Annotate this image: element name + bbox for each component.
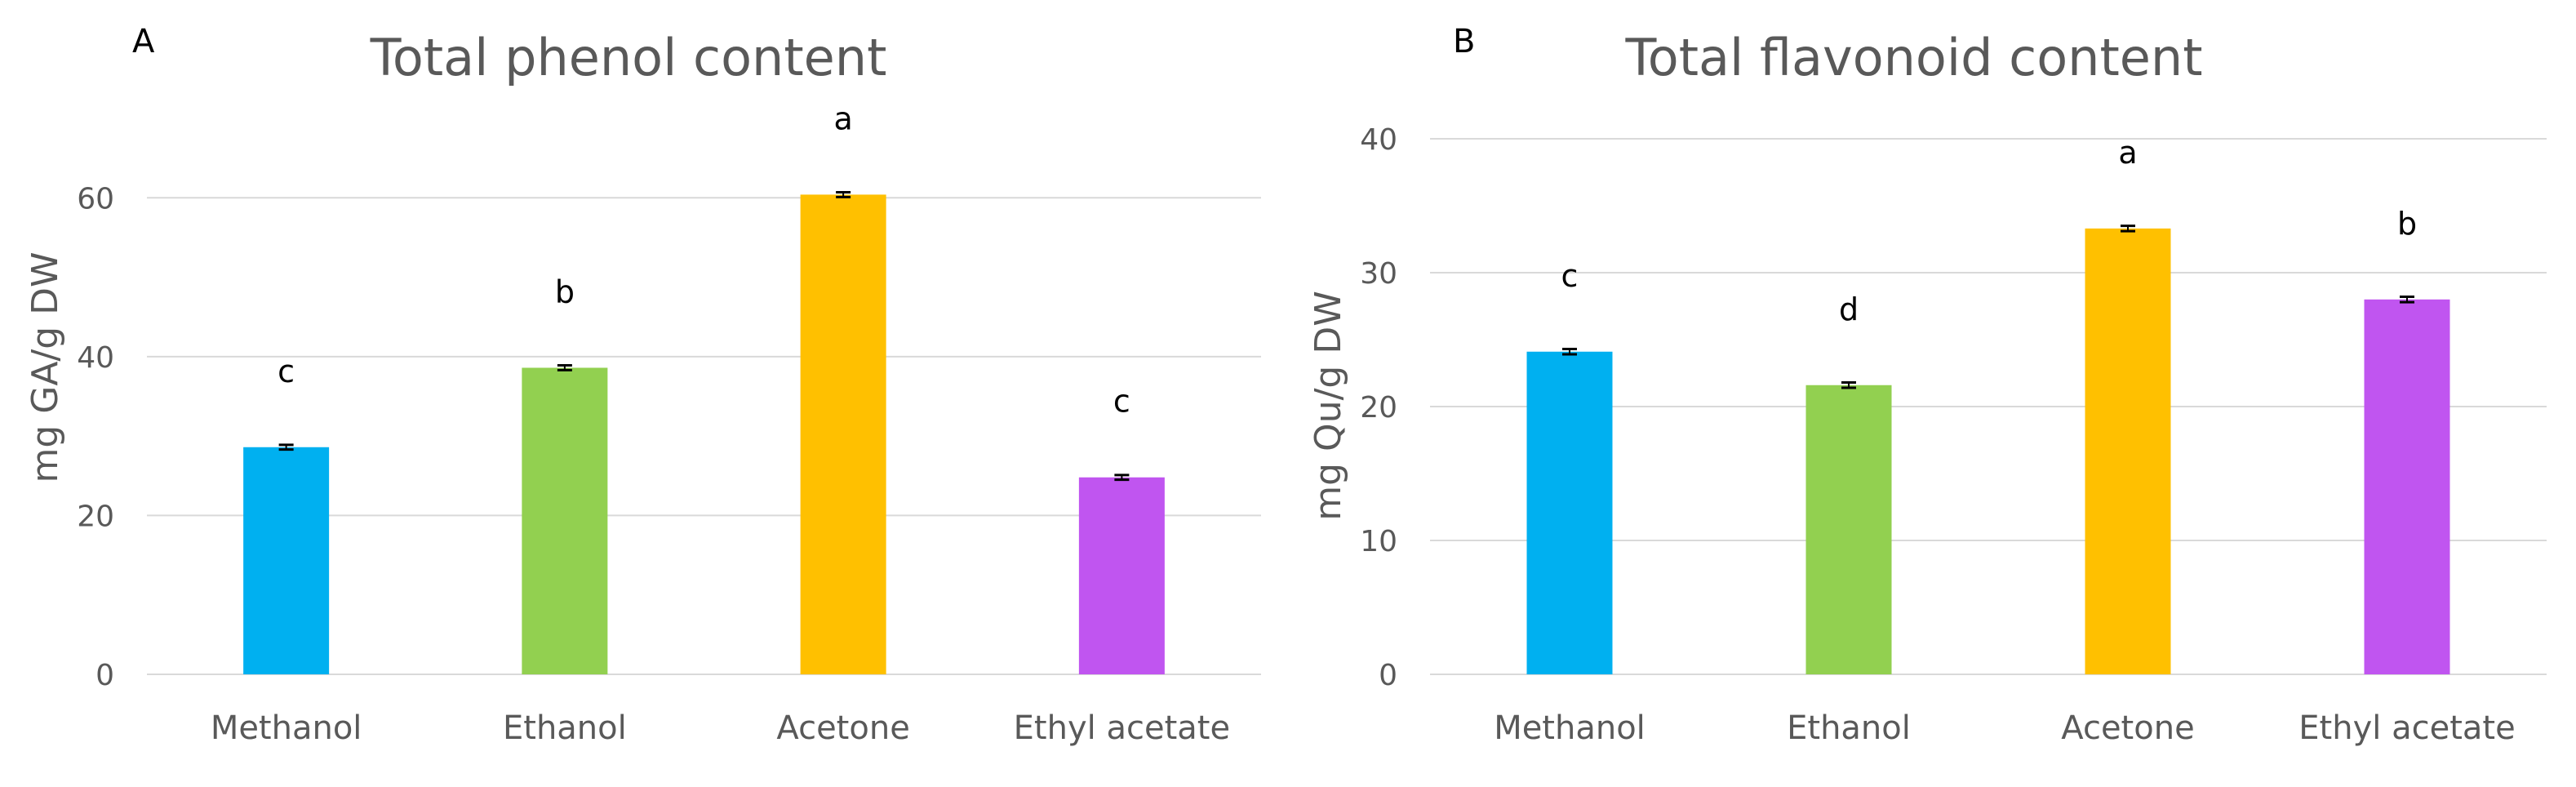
panel-a-category-label: Ethyl acetate [1014, 709, 1230, 747]
panel-b-significance-letter: a [2118, 135, 2137, 171]
panel-b-bar-ethanol [1805, 385, 1892, 674]
panel-a-label: A [132, 23, 155, 60]
panel-b-category-label: Methanol [1494, 709, 1646, 747]
panel-b-label: B [1453, 23, 1475, 60]
panel-b-bar-ethyl-acetate [2364, 299, 2450, 674]
panel-b-significance-letter: b [2397, 206, 2417, 242]
panel-a-y-tick-label: 20 [77, 500, 114, 533]
panel-a-y-tick-label: 40 [77, 341, 114, 375]
panel-a-significance-letter: c [278, 353, 295, 389]
panel-a-bar-methanol [243, 447, 330, 674]
panel-b-y-tick-label: 0 [1379, 659, 1397, 692]
panel-a-significance-letter: b [555, 273, 575, 309]
panel-b-significance-letter: c [1561, 258, 1579, 294]
panel-a-significance-letter: c [1113, 384, 1130, 420]
panel-a-bar-ethanol [522, 367, 608, 674]
panel-b-category-label: Acetone [2061, 709, 2194, 747]
panel-a-y-axis-label: mg GA/g DW [24, 251, 66, 482]
panel-a-y-tick-label: 0 [95, 659, 114, 692]
panel-a-y-tick-label: 60 [77, 182, 114, 216]
panel-a-significance-letter: a [833, 100, 852, 136]
panel-b-y-axis-label: mg Qu/g DW [1308, 291, 1349, 520]
panel-a-category-label: Ethanol [503, 709, 627, 747]
panel-a-bar-ethyl-acetate [1078, 477, 1165, 674]
panel-b-significance-letter: d [1839, 291, 1859, 327]
panel-b-bar-acetone [2085, 228, 2171, 674]
panel-b-y-tick-label: 40 [1360, 123, 1397, 157]
panel-a-bar-acetone [800, 194, 886, 674]
panel-b-title: Total flavonoid content [1624, 28, 2202, 87]
panel-b-category-label: Ethyl acetate [2298, 709, 2515, 747]
panel-b-y-tick-label: 20 [1360, 391, 1397, 425]
panel-b-category-label: Ethanol [1787, 709, 1911, 747]
panel-a: A Total phenol content mg GA/g DW 0 20 40 6… [24, 23, 1261, 747]
panel-b-y-tick-label: 10 [1360, 525, 1397, 558]
panel-a-category-label: Methanol [211, 709, 362, 747]
panel-b-bar-methanol [1526, 351, 1613, 674]
panel-a-title: Total phenol content [370, 28, 887, 87]
panel-a-category-label: Acetone [776, 709, 909, 747]
panel-b: B Total flavonoid content mg Qu/g DW 0 10… [1308, 23, 2547, 747]
panel-b-y-tick-label: 30 [1360, 257, 1397, 291]
